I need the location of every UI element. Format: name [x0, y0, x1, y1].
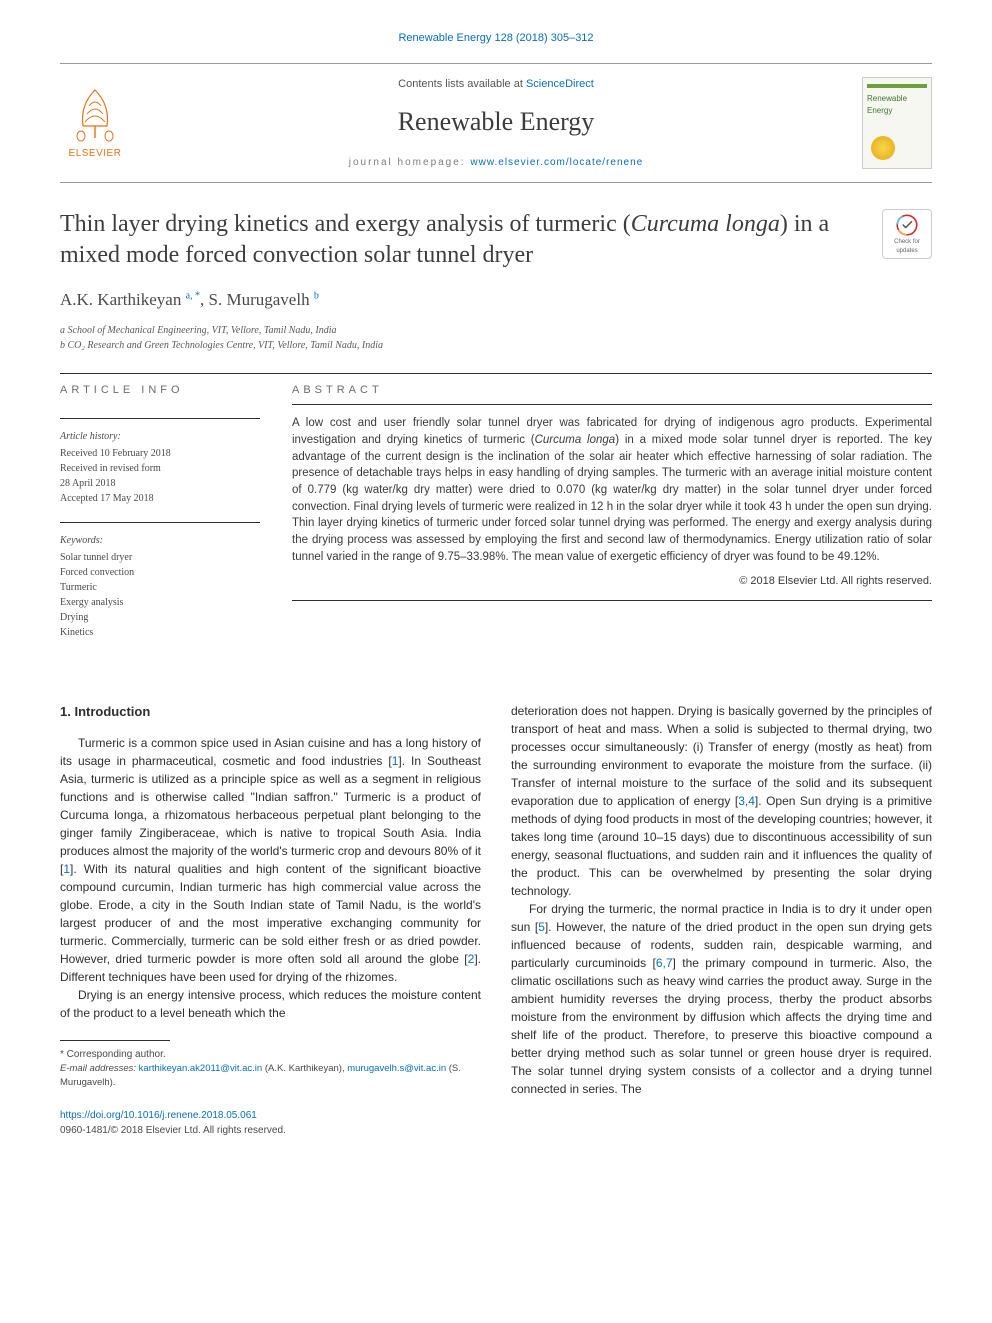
contents-available: Contents lists available at ScienceDirec…: [130, 76, 862, 93]
article-info: ARTICLE INFO Article history: Received 1…: [60, 382, 260, 657]
keywords-block: Keywords: Solar tunnel dryer Forced conv…: [60, 533, 260, 640]
ref-link[interactable]: 1: [392, 754, 399, 768]
abstract-p2: ) in a mixed mode solar tunnel dryer is …: [292, 434, 932, 563]
crossmark-text1: Check for: [894, 238, 920, 247]
abstract-italic: Curcuma longa: [535, 434, 616, 446]
history-block: Article history: Received 10 February 20…: [60, 429, 260, 506]
crossmark-icon: [894, 212, 920, 238]
keywords-head: Keywords:: [60, 533, 260, 548]
paragraph: Drying is an energy intensive process, w…: [60, 986, 481, 1022]
divider-top: [60, 373, 932, 374]
ref-link[interactable]: 5: [538, 920, 545, 934]
history-line: Accepted 17 May 2018: [60, 491, 260, 506]
body-columns: 1. Introduction Turmeric is a common spi…: [60, 702, 932, 1138]
email-label: E-mail addresses:: [60, 1063, 139, 1074]
issn-line: 0960-1481/© 2018 Elsevier Ltd. All right…: [60, 1123, 481, 1138]
email-name-1: (A.K. Karthikeyan),: [262, 1063, 347, 1074]
affiliations: a School of Mechanical Engineering, VIT,…: [60, 323, 932, 353]
keyword: Drying: [60, 610, 260, 625]
ref-link[interactable]: 2: [468, 952, 475, 966]
column-left: 1. Introduction Turmeric is a common spi…: [60, 702, 481, 1138]
footnotes: * Corresponding author. E-mail addresses…: [60, 1047, 481, 1091]
authors: A.K. Karthikeyan a, *, S. Murugavelh b: [60, 287, 932, 313]
keyword: Exergy analysis: [60, 595, 260, 610]
article-info-heading: ARTICLE INFO: [60, 382, 260, 405]
email-link-1[interactable]: karthikeyan.ak2011@vit.ac.in: [139, 1063, 263, 1074]
title-italic: Curcuma longa: [631, 211, 780, 237]
history-line: Received in revised form: [60, 461, 260, 476]
history-line: 28 April 2018: [60, 476, 260, 491]
homepage-link[interactable]: www.elsevier.com/locate/renene: [470, 157, 643, 168]
title-row: Thin layer drying kinetics and exergy an…: [60, 209, 932, 271]
history-head: Article history:: [60, 429, 260, 444]
homepage-line: journal homepage: www.elsevier.com/locat…: [130, 155, 862, 170]
citation-line: Renewable Energy 128 (2018) 305–312: [60, 30, 932, 47]
info-divider-2: [60, 522, 260, 523]
corresponding-note: * Corresponding author.: [60, 1047, 481, 1062]
keyword: Turmeric: [60, 580, 260, 595]
keyword: Forced convection: [60, 565, 260, 580]
abstract: ABSTRACT A low cost and user friendly so…: [292, 382, 932, 657]
ref-link[interactable]: 1: [63, 862, 70, 876]
crossmark-text2: updates: [896, 247, 917, 256]
publisher-logo: ELSEVIER: [60, 84, 130, 162]
paragraph: For drying the turmeric, the normal prac…: [511, 900, 932, 1098]
elsevier-tree-icon: [65, 84, 125, 144]
copyright-line: © 2018 Elsevier Ltd. All rights reserved…: [292, 573, 932, 590]
section-title: Introduction: [74, 704, 150, 719]
journal-header: ELSEVIER Contents lists available at Sci…: [60, 63, 932, 184]
doi-link[interactable]: https://doi.org/10.1016/j.renene.2018.05…: [60, 1110, 257, 1121]
column-right: deterioration does not happen. Drying is…: [511, 702, 932, 1138]
journal-name: Renewable Energy: [130, 102, 862, 141]
abstract-divider: [292, 404, 932, 405]
footnote-separator: [60, 1040, 170, 1041]
section-num: 1.: [60, 704, 71, 719]
ref-link[interactable]: 6,7: [656, 956, 673, 970]
publisher-name: ELSEVIER: [69, 146, 122, 161]
abstract-heading: ABSTRACT: [292, 382, 932, 405]
homepage-label: journal homepage:: [349, 157, 471, 168]
keyword: Solar tunnel dryer: [60, 550, 260, 565]
affiliation-b: b CO₂ Research and Green Technologies Ce…: [60, 338, 932, 353]
paragraph: deterioration does not happen. Drying is…: [511, 702, 932, 900]
email-line: E-mail addresses: karthikeyan.ak2011@vit…: [60, 1062, 481, 1091]
header-center: Contents lists available at ScienceDirec…: [130, 76, 862, 171]
sciencedirect-link[interactable]: ScienceDirect: [526, 78, 594, 90]
crossmark-badge[interactable]: Check for updates: [882, 209, 932, 259]
article-title: Thin layer drying kinetics and exergy an…: [60, 209, 870, 271]
keyword: Kinetics: [60, 625, 260, 640]
info-abstract-row: ARTICLE INFO Article history: Received 1…: [60, 382, 932, 657]
cover-bar: [867, 84, 927, 88]
abstract-divider-bottom: [292, 600, 932, 601]
info-divider-1: [60, 418, 260, 419]
title-part1: Thin layer drying kinetics and exergy an…: [60, 211, 631, 237]
section-heading: 1. Introduction: [60, 702, 481, 722]
affiliation-a: a School of Mechanical Engineering, VIT,…: [60, 323, 932, 338]
contents-text: Contents lists available at: [398, 78, 526, 90]
history-line: Received 10 February 2018: [60, 446, 260, 461]
paragraph: Turmeric is a common spice used in Asian…: [60, 734, 481, 986]
citation-link[interactable]: Renewable Energy 128 (2018) 305–312: [398, 32, 593, 44]
email-link-2[interactable]: murugavelh.s@vit.ac.in: [347, 1063, 446, 1074]
cover-title: Renewable Energy: [867, 93, 927, 117]
cover-sun-icon: [871, 136, 895, 160]
doi-block: https://doi.org/10.1016/j.renene.2018.05…: [60, 1108, 481, 1138]
journal-cover-thumb: Renewable Energy: [862, 77, 932, 169]
ref-link[interactable]: 3,4: [738, 794, 755, 808]
abstract-body: A low cost and user friendly solar tunne…: [292, 415, 932, 565]
